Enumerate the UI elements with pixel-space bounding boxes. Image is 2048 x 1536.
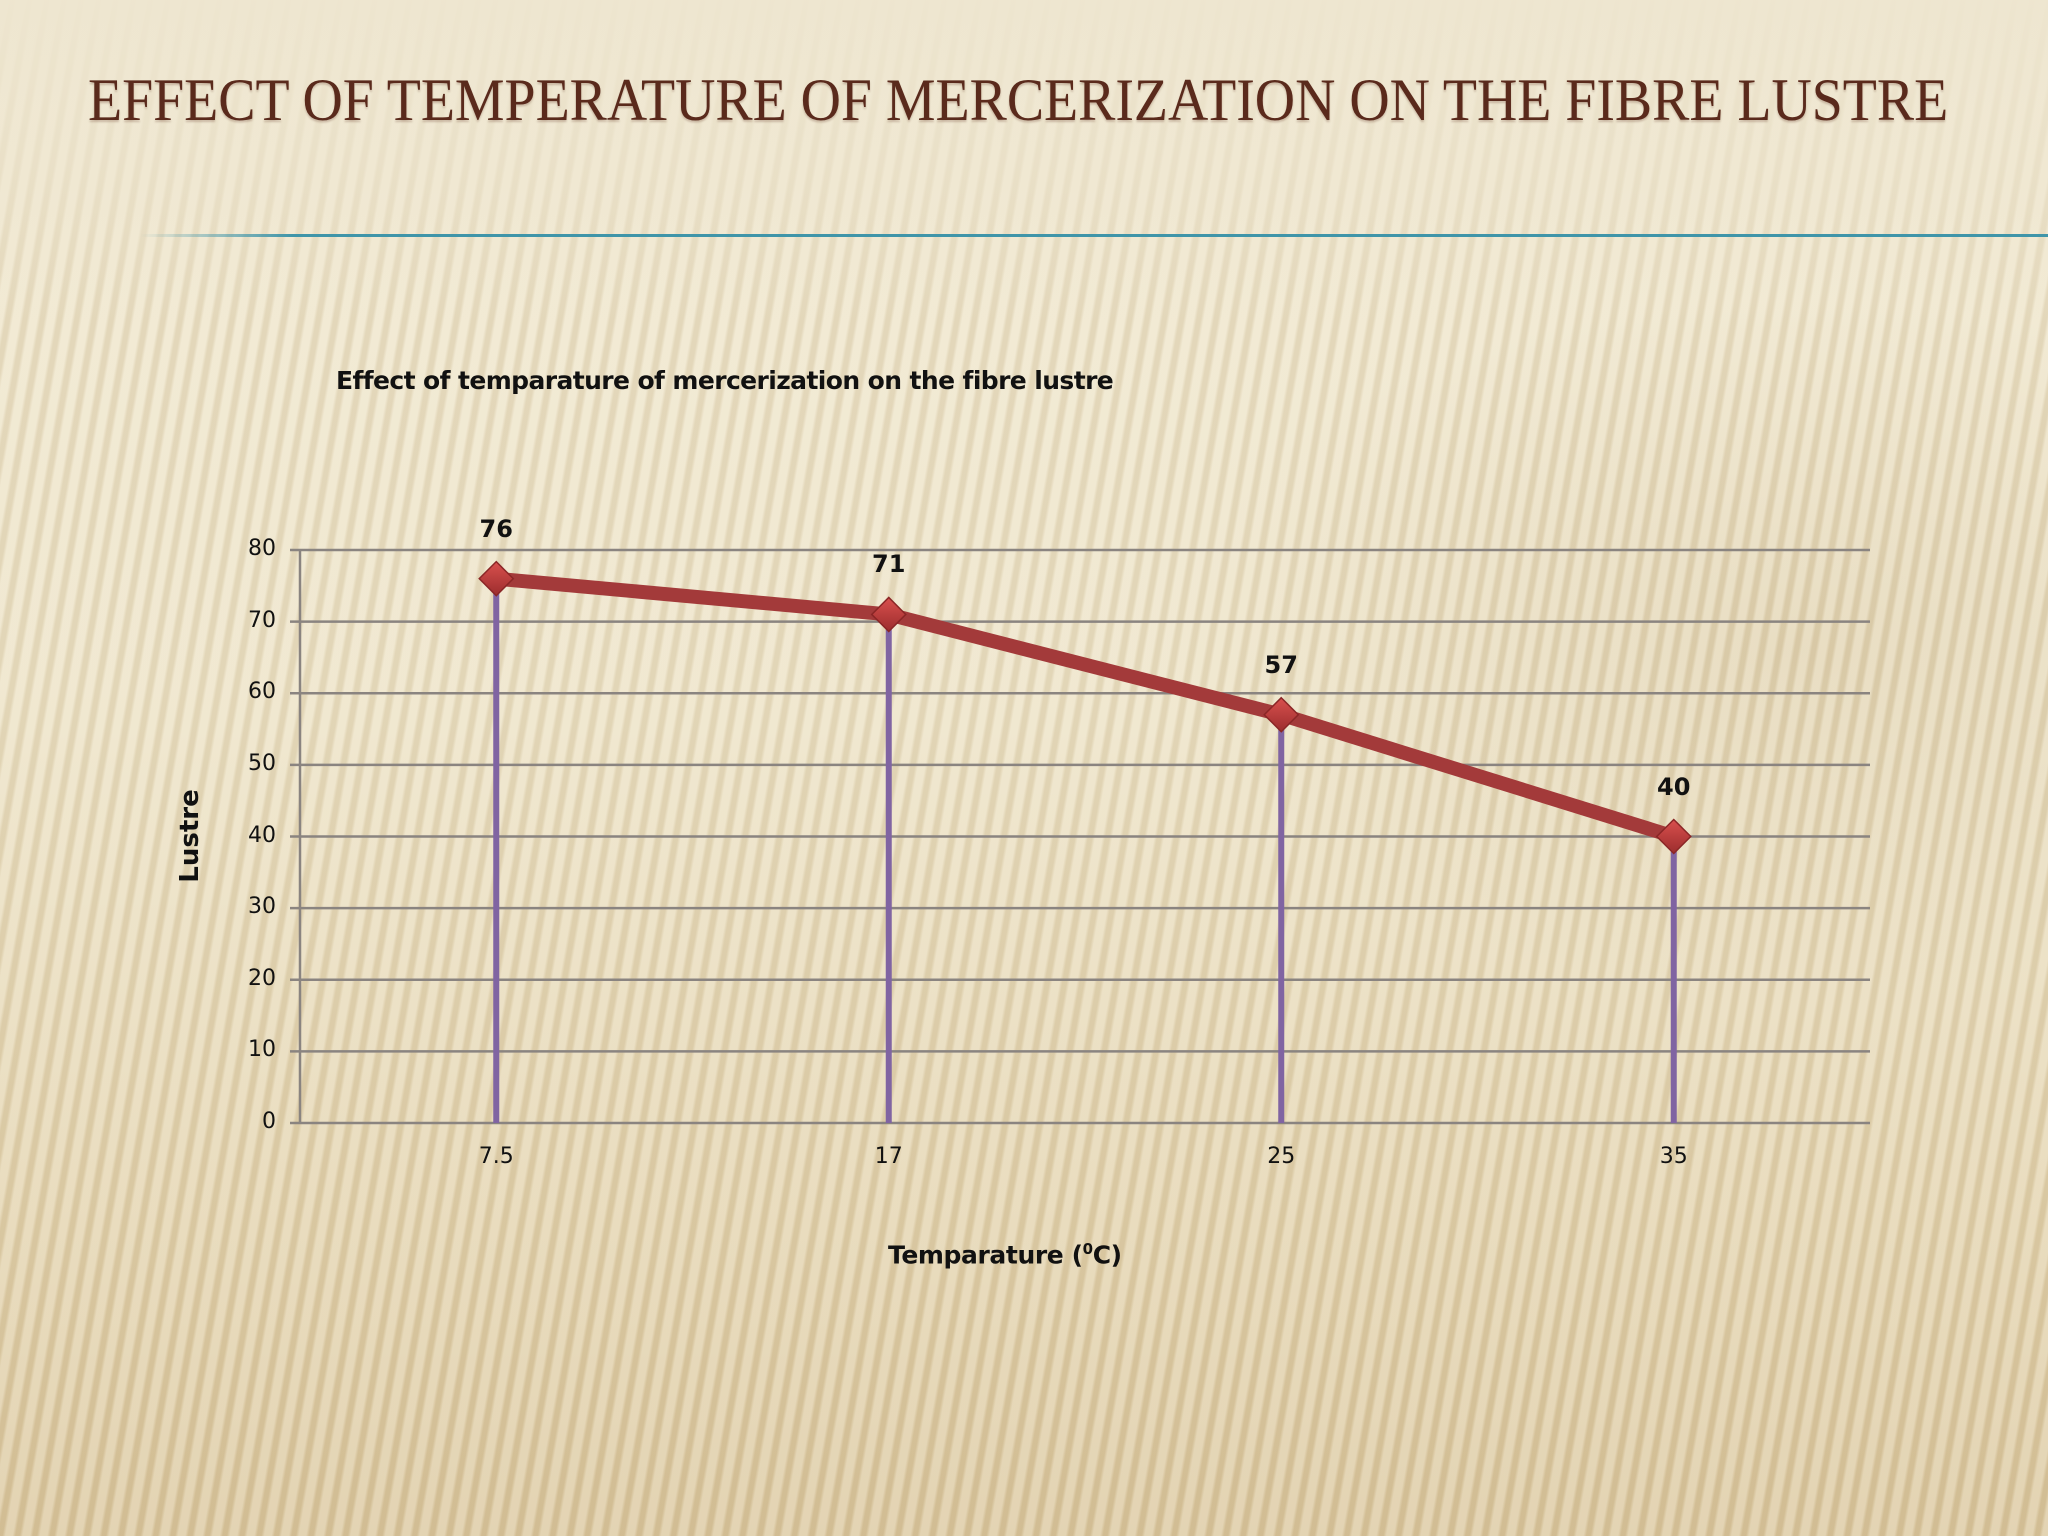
x-axis-title-suffix: C) <box>1092 1240 1122 1270</box>
y-tick: 0 <box>262 1109 276 1134</box>
lustre-series-line <box>495 571 1676 844</box>
slide-title: EFFECT OF TEMPERATURE OF MERCERIZATION O… <box>88 67 1949 133</box>
x-tick: 17 <box>874 1144 903 1169</box>
x-axis-title-prefix: Temparature ( <box>888 1240 1083 1270</box>
diamond-marker-icon <box>870 596 907 633</box>
data-label: 57 <box>1264 650 1298 679</box>
data-label: 71 <box>872 550 906 579</box>
data-label: 40 <box>1657 772 1691 801</box>
y-tick: 70 <box>248 607 276 633</box>
y-axis-title: Lustre <box>175 789 205 883</box>
y-tick: 10 <box>248 1037 276 1063</box>
x-tick: 25 <box>1267 1144 1296 1169</box>
drop-lines <box>493 578 1677 1123</box>
title-divider <box>140 234 2048 237</box>
diamond-marker-icon <box>478 560 515 597</box>
diamond-marker-icon <box>1263 696 1300 733</box>
x-tick: 35 <box>1659 1144 1688 1169</box>
x-axis-title: Temparature (0C) <box>888 1240 1122 1269</box>
x-axis-title-degree: 0 <box>1082 1240 1093 1258</box>
diamond-marker-icon <box>1655 818 1692 855</box>
y-tick: 50 <box>248 750 276 776</box>
y-tick: 40 <box>248 822 276 848</box>
y-tick: 20 <box>248 965 276 991</box>
data-markers <box>478 560 1692 855</box>
data-label: 76 <box>479 514 513 543</box>
y-tick: 30 <box>248 894 276 920</box>
y-tick: 60 <box>248 679 276 705</box>
chart-title: Effect of temparature of mercerization o… <box>336 366 1114 395</box>
y-tick: 80 <box>248 536 276 561</box>
x-tick: 7.5 <box>478 1144 514 1169</box>
gridlines <box>290 548 1870 1125</box>
